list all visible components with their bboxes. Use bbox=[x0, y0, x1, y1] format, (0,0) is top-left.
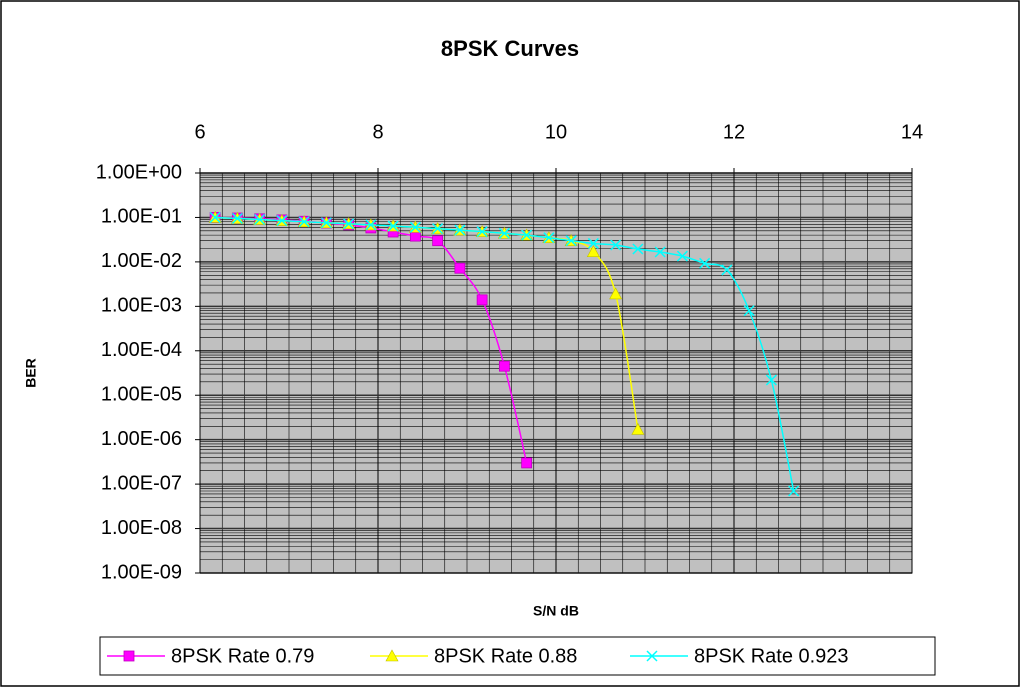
x-tick-label: 12 bbox=[723, 121, 745, 143]
marker bbox=[365, 219, 377, 231]
marker bbox=[320, 217, 332, 229]
marker bbox=[231, 212, 243, 224]
marker bbox=[632, 243, 644, 255]
x-axis-label: S/N dB bbox=[533, 603, 579, 619]
marker bbox=[587, 237, 599, 249]
marker bbox=[454, 224, 466, 236]
marker bbox=[498, 360, 510, 372]
x-tick-label: 10 bbox=[545, 121, 567, 143]
marker bbox=[476, 294, 488, 306]
legend-marker bbox=[385, 649, 399, 662]
legend-label: 8PSK Rate 0.79 bbox=[171, 645, 314, 667]
marker bbox=[387, 220, 399, 232]
marker bbox=[432, 235, 444, 247]
chart-title: 8PSK Curves bbox=[441, 36, 579, 61]
marker bbox=[254, 213, 266, 226]
marker bbox=[654, 246, 666, 258]
x-tick-label: 14 bbox=[901, 121, 923, 143]
legend-label: 8PSK Rate 0.923 bbox=[694, 645, 849, 667]
y-tick-label: 1.00E+00 bbox=[96, 161, 182, 183]
marker bbox=[432, 223, 444, 235]
x-tick-label: 6 bbox=[194, 121, 205, 143]
legend-marker bbox=[646, 650, 658, 662]
marker bbox=[209, 211, 221, 223]
marker bbox=[454, 262, 466, 274]
marker bbox=[743, 305, 755, 317]
marker bbox=[521, 229, 533, 241]
y-tick-label: 1.00E-06 bbox=[101, 428, 182, 450]
y-tick-label: 1.00E-09 bbox=[101, 561, 182, 583]
marker bbox=[476, 226, 488, 238]
legend-label: 8PSK Rate 0.88 bbox=[434, 645, 577, 667]
plot-border bbox=[199, 172, 913, 574]
marker bbox=[586, 245, 600, 257]
marker bbox=[498, 227, 510, 239]
marker bbox=[409, 230, 421, 242]
marker bbox=[676, 250, 688, 262]
y-tick-label: 1.00E-03 bbox=[101, 295, 182, 317]
marker bbox=[276, 215, 288, 227]
marker bbox=[631, 422, 645, 435]
marker bbox=[721, 264, 733, 276]
marker bbox=[610, 239, 622, 251]
y-axis-label: BER bbox=[23, 358, 39, 388]
marker bbox=[788, 485, 800, 497]
marker bbox=[765, 374, 777, 386]
y-tick-label: 1.00E-07 bbox=[101, 472, 182, 494]
marker bbox=[343, 218, 355, 230]
marker bbox=[565, 235, 577, 247]
marker bbox=[409, 221, 421, 233]
y-tick-label: 1.00E-01 bbox=[101, 206, 182, 228]
y-tick-label: 1.00E-02 bbox=[101, 250, 182, 272]
marker bbox=[543, 232, 555, 244]
marker bbox=[609, 287, 623, 300]
y-tick-label: 1.00E-08 bbox=[101, 517, 182, 539]
legend-box bbox=[99, 636, 936, 676]
x-tick-label: 8 bbox=[372, 121, 383, 143]
y-tick-label: 1.00E-05 bbox=[101, 384, 182, 406]
marker bbox=[298, 216, 310, 228]
y-tick-label: 1.00E-04 bbox=[101, 339, 182, 361]
legend-marker bbox=[123, 650, 135, 662]
marker bbox=[699, 257, 711, 269]
marker bbox=[521, 457, 533, 469]
